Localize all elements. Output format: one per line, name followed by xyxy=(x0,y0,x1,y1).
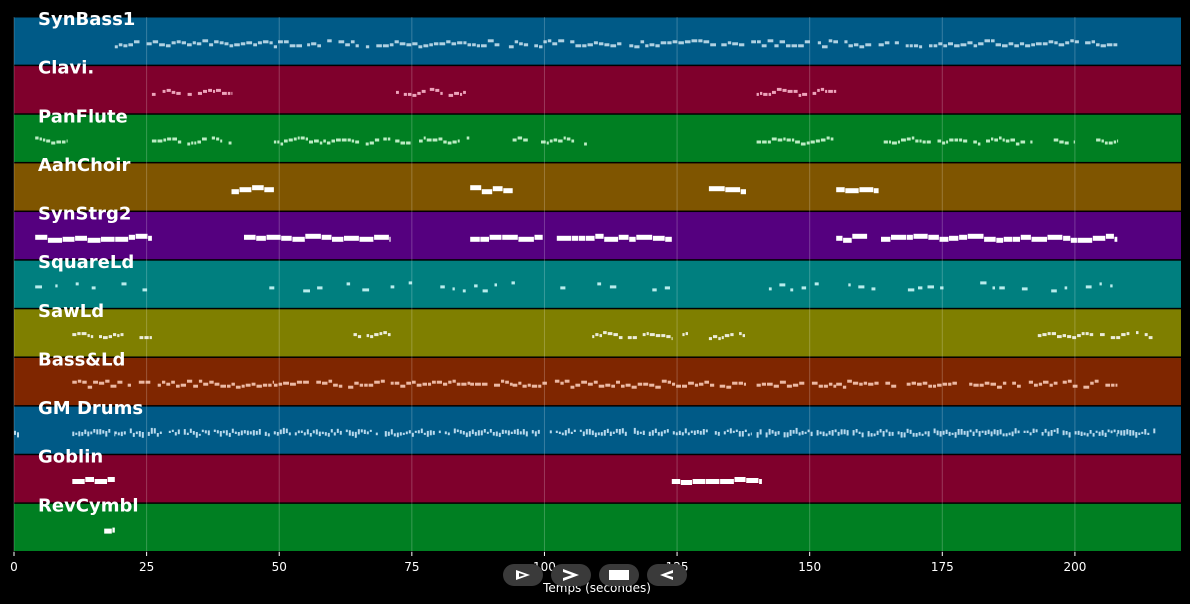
track-band-9 xyxy=(14,455,1181,503)
track-label-1: Clavi. xyxy=(38,58,94,79)
note-run-6-0 xyxy=(72,332,152,340)
note-run-5-1 xyxy=(269,282,370,293)
tick-label-8: 200 xyxy=(1063,560,1086,574)
track-label-3: AahChoir xyxy=(38,155,130,176)
note-run-7-3 xyxy=(470,379,513,387)
note-run-2-8 xyxy=(1096,138,1119,145)
note-run-5-3 xyxy=(560,282,670,292)
track-label-8: GM Drums xyxy=(38,398,143,419)
tick-label-2: 50 xyxy=(272,560,287,574)
note-run-8-3 xyxy=(756,427,1118,438)
note-run-4-3 xyxy=(836,233,1118,243)
note-run-3-2 xyxy=(708,186,746,195)
note-run-4-2 xyxy=(470,233,672,242)
track-label-7: Bass&Ld xyxy=(38,349,125,370)
note-run-1-1 xyxy=(396,87,466,97)
track-band-8 xyxy=(14,406,1181,454)
note-run-2-0 xyxy=(35,136,68,145)
note-run-4-1 xyxy=(244,233,391,242)
note-run-2-5 xyxy=(756,136,834,146)
stop-icon xyxy=(609,570,629,580)
play-outline-icon xyxy=(516,570,530,580)
note-run-5-4 xyxy=(768,281,1113,293)
track-label-0: SynBass1 xyxy=(38,9,135,30)
note-run-2-4 xyxy=(512,136,587,146)
note-run-2-3 xyxy=(395,136,470,145)
rewind-button[interactable] xyxy=(647,564,687,586)
track-band-3 xyxy=(14,163,1181,211)
track-label-2: PanFlute xyxy=(38,106,128,127)
note-run-1-2 xyxy=(756,87,837,97)
note-run-6-1 xyxy=(353,331,391,339)
note-run-7-0 xyxy=(72,379,231,389)
note-run-5-0 xyxy=(35,282,148,292)
note-run-9-0 xyxy=(72,477,115,484)
track-band-1 xyxy=(14,66,1181,114)
note-run-10-0 xyxy=(104,527,115,534)
tick-label-6: 150 xyxy=(798,560,821,574)
tick-label-7: 175 xyxy=(931,560,954,574)
note-run-3-3 xyxy=(836,187,879,194)
track-label-9: Goblin xyxy=(38,447,103,468)
note-run-8-4 xyxy=(1117,428,1156,438)
track-label-5: SquareLd xyxy=(38,252,134,273)
play-icon xyxy=(563,569,579,581)
note-run-7-4 xyxy=(512,379,746,389)
rewind-icon xyxy=(660,570,673,580)
stop-button[interactable] xyxy=(599,564,639,586)
note-run-2-6 xyxy=(883,136,1033,146)
tick-label-1: 25 xyxy=(139,560,154,574)
track-band-0 xyxy=(14,17,1181,65)
note-run-8-2 xyxy=(114,427,752,438)
track-label-6: SawLd xyxy=(38,301,104,322)
note-run-8-0 xyxy=(14,430,19,438)
note-run-7-6 xyxy=(836,379,879,389)
note-run-0-0 xyxy=(114,39,1118,49)
note-run-4-0 xyxy=(35,233,152,243)
track-band-6 xyxy=(14,309,1181,357)
note-run-6-3 xyxy=(682,332,688,337)
play-button[interactable] xyxy=(551,564,591,586)
note-run-2-2 xyxy=(273,136,391,146)
note-run-7-7 xyxy=(885,379,1118,389)
note-run-5-2 xyxy=(390,281,515,293)
note-run-7-1 xyxy=(231,380,274,389)
note-run-6-2 xyxy=(592,331,673,341)
track-band-10 xyxy=(14,503,1181,551)
note-run-6-5 xyxy=(1037,331,1153,340)
labels-layer: SynBass1 Clavi. PanFlute AahChoir SynStrg2 Sq… xyxy=(38,9,143,516)
note-run-2-7 xyxy=(1053,138,1075,145)
tick-label-0: 0 xyxy=(10,560,18,574)
note-run-7-2 xyxy=(273,379,471,389)
notes-layer xyxy=(14,39,1156,534)
track-label-10: RevCymbl xyxy=(38,495,139,516)
note-run-3-1 xyxy=(470,185,513,195)
record-start-button[interactable] xyxy=(503,564,543,586)
track-band-2 xyxy=(14,114,1181,162)
note-run-9-1 xyxy=(671,477,762,485)
tick-label-3: 75 xyxy=(404,560,419,574)
grid-layer xyxy=(13,17,1076,552)
note-run-3-0 xyxy=(231,185,274,195)
note-run-2-1 xyxy=(151,136,232,146)
note-run-7-5 xyxy=(756,380,837,388)
note-run-1-0 xyxy=(151,88,233,96)
track-label-4: SynStrg2 xyxy=(38,204,131,225)
note-run-6-4 xyxy=(708,332,745,341)
x-axis: 0255075100125150175200 xyxy=(10,552,1086,574)
